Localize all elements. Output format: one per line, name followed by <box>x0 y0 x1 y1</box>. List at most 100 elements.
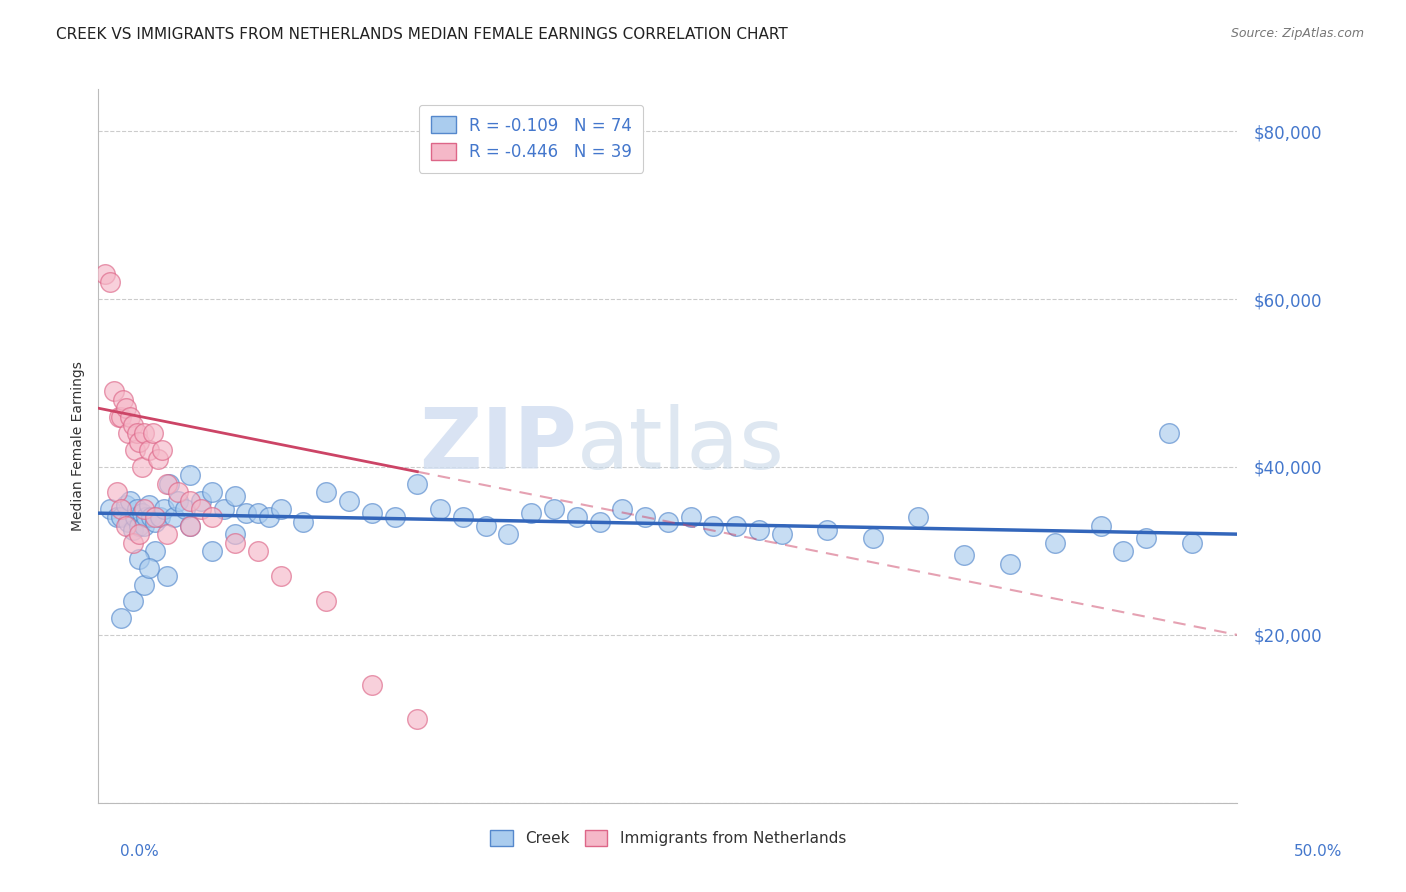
Point <box>156 569 179 583</box>
Point <box>998 557 1021 571</box>
Point <box>259 510 281 524</box>
Point <box>179 518 201 533</box>
Point <box>201 510 224 524</box>
Point <box>132 502 155 516</box>
Point <box>153 502 176 516</box>
Point <box>1112 544 1135 558</box>
Point <box>121 535 143 549</box>
Point <box>406 712 429 726</box>
Point <box>98 275 121 289</box>
Point <box>224 489 246 503</box>
Text: 50.0%: 50.0% <box>1295 845 1343 859</box>
Point <box>612 502 634 516</box>
Point <box>235 506 257 520</box>
Point <box>121 594 143 608</box>
Point <box>128 518 150 533</box>
Point <box>162 510 184 524</box>
Point <box>117 426 139 441</box>
Point <box>474 518 496 533</box>
Point <box>124 510 146 524</box>
Point <box>565 510 588 524</box>
Point <box>451 510 474 524</box>
Point <box>94 267 117 281</box>
Point <box>246 544 269 558</box>
Point <box>128 434 150 449</box>
Point <box>145 510 167 524</box>
Point <box>117 515 139 529</box>
Point <box>135 510 157 524</box>
Point <box>1043 535 1066 549</box>
Point <box>201 544 224 558</box>
Point <box>149 510 172 524</box>
Point <box>725 518 748 533</box>
Point <box>337 493 360 508</box>
Point <box>112 392 135 407</box>
Text: CREEK VS IMMIGRANTS FROM NETHERLANDS MEDIAN FEMALE EARNINGS CORRELATION CHART: CREEK VS IMMIGRANTS FROM NETHERLANDS MED… <box>56 27 787 42</box>
Point <box>406 476 429 491</box>
Point <box>270 569 292 583</box>
Point <box>588 515 610 529</box>
Point <box>360 506 382 520</box>
Legend: Creek, Immigrants from Netherlands: Creek, Immigrants from Netherlands <box>484 824 852 852</box>
Point <box>127 426 149 441</box>
Point <box>292 515 315 529</box>
Point <box>862 532 884 546</box>
Text: atlas: atlas <box>576 404 785 488</box>
Point <box>157 476 180 491</box>
Point <box>1135 532 1157 546</box>
Point <box>131 460 153 475</box>
Point <box>127 502 149 516</box>
Point <box>748 523 770 537</box>
Point <box>657 515 679 529</box>
Point <box>114 518 136 533</box>
Point <box>179 493 201 508</box>
Point <box>520 506 543 520</box>
Point <box>167 485 190 500</box>
Point <box>224 527 246 541</box>
Point <box>174 502 197 516</box>
Point <box>360 678 382 692</box>
Point <box>138 443 160 458</box>
Point <box>270 502 292 516</box>
Point <box>150 443 173 458</box>
Point <box>110 611 132 625</box>
Point <box>120 493 142 508</box>
Point <box>246 506 269 520</box>
Point <box>179 468 201 483</box>
Point <box>98 502 121 516</box>
Point <box>201 485 224 500</box>
Point <box>907 510 929 524</box>
Point <box>103 384 125 399</box>
Point <box>498 527 520 541</box>
Point <box>679 510 702 524</box>
Point <box>146 451 169 466</box>
Y-axis label: Median Female Earnings: Median Female Earnings <box>70 361 84 531</box>
Text: 0.0%: 0.0% <box>120 845 159 859</box>
Point <box>634 510 657 524</box>
Text: ZIP: ZIP <box>419 404 576 488</box>
Point <box>953 548 976 562</box>
Point <box>114 401 136 416</box>
Point <box>190 493 212 508</box>
Point <box>132 577 155 591</box>
Point <box>156 527 179 541</box>
Point <box>145 515 167 529</box>
Point <box>179 518 201 533</box>
Point <box>1181 535 1204 549</box>
Point <box>429 502 451 516</box>
Text: Source: ZipAtlas.com: Source: ZipAtlas.com <box>1230 27 1364 40</box>
Point <box>110 510 132 524</box>
Point <box>543 502 565 516</box>
Point <box>105 485 128 500</box>
Point <box>105 510 128 524</box>
Point <box>131 506 153 520</box>
Point <box>1157 426 1180 441</box>
Point <box>124 443 146 458</box>
Point <box>212 502 235 516</box>
Point <box>128 552 150 566</box>
Point <box>384 510 406 524</box>
Point <box>142 426 165 441</box>
Point <box>138 498 160 512</box>
Point <box>1090 518 1112 533</box>
Point <box>132 518 155 533</box>
